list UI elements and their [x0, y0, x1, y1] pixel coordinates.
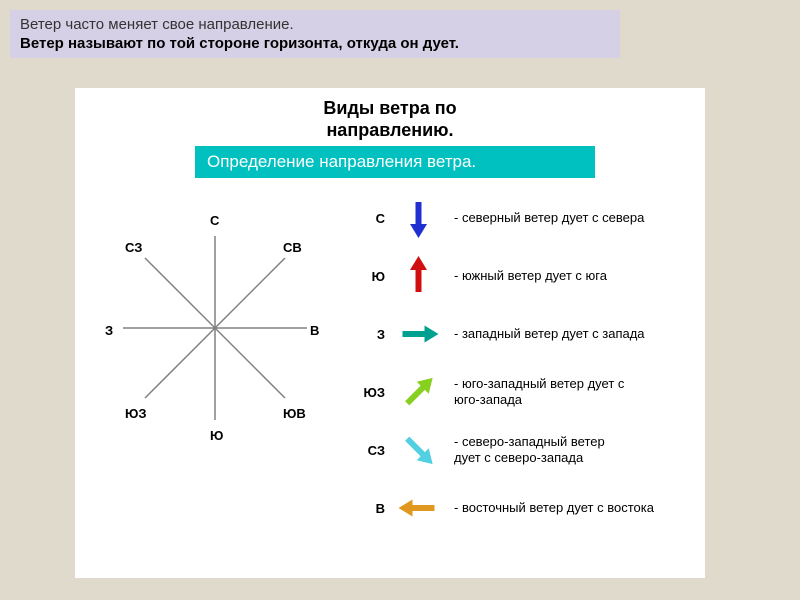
wind-row-С: Ссеверный ветер дует с севера	[355, 198, 695, 238]
content-panel: Виды ветра по направлению. Определение н…	[75, 88, 705, 578]
compass-label-Ю: Ю	[210, 428, 223, 443]
wind-code: С	[355, 211, 385, 226]
compass-label-З: З	[105, 323, 113, 338]
wind-row-Ю: Ююжный ветер дует с юга	[355, 256, 695, 296]
wind-arrow-icon	[391, 372, 446, 412]
compass-label-С: С	[210, 213, 219, 228]
wind-code: ЮЗ	[355, 385, 385, 400]
compass-label-ЮЗ: ЮЗ	[125, 406, 147, 421]
compass-label-ЮВ: ЮВ	[283, 406, 306, 421]
wind-arrow-icon	[391, 198, 446, 238]
wind-row-ЮЗ: ЮЗ юго-западный ветер дует с юго-запада	[355, 372, 695, 412]
wind-arrow-icon	[391, 256, 446, 296]
header-line1: Ветер часто меняет свое направление.	[20, 16, 610, 33]
title-line1: Виды ветра по	[323, 98, 456, 118]
wind-description: юго-западный ветер дует с юго-запада	[454, 376, 634, 407]
wind-row-СЗ: СЗ северо-западный ветер дует с северо-за…	[355, 430, 695, 470]
wind-code: З	[355, 327, 385, 342]
wind-description: западный ветер дует с запада	[454, 326, 645, 342]
wind-direction-list: Ссеверный ветер дует с севера Ююжный вете…	[355, 198, 695, 546]
compass-label-СЗ: СЗ	[125, 240, 142, 255]
wind-code: Ю	[355, 269, 385, 284]
header-line2: Ветер называют по той стороне горизонта,…	[20, 35, 610, 52]
compass-rose: ССВВЮВЮЮЗЗСЗ	[105, 218, 325, 438]
wind-description: южный ветер дует с юга	[454, 268, 607, 284]
wind-description: восточный ветер дует с востока	[454, 500, 654, 516]
wind-row-В: Ввосточный ветер дует с востока	[355, 488, 695, 528]
wind-arrow-icon	[391, 314, 446, 354]
compass-label-СВ: СВ	[283, 240, 302, 255]
wind-code: СЗ	[355, 443, 385, 458]
wind-arrow-icon	[391, 430, 446, 470]
diagram-title: Виды ветра по направлению.	[75, 98, 705, 141]
header-box: Ветер часто меняет свое направление. Вет…	[10, 10, 620, 58]
compass-label-В: В	[310, 323, 319, 338]
wind-arrow-icon	[391, 488, 446, 528]
title-line2: направлению.	[326, 120, 453, 140]
wind-code: В	[355, 501, 385, 516]
wind-description: северо-западный ветер дует с северо-запа…	[454, 434, 634, 465]
wind-row-З: Ззападный ветер дует с запада	[355, 314, 695, 354]
subtitle-box: Определение направления ветра.	[195, 146, 595, 178]
wind-description: северный ветер дует с севера	[454, 210, 644, 226]
